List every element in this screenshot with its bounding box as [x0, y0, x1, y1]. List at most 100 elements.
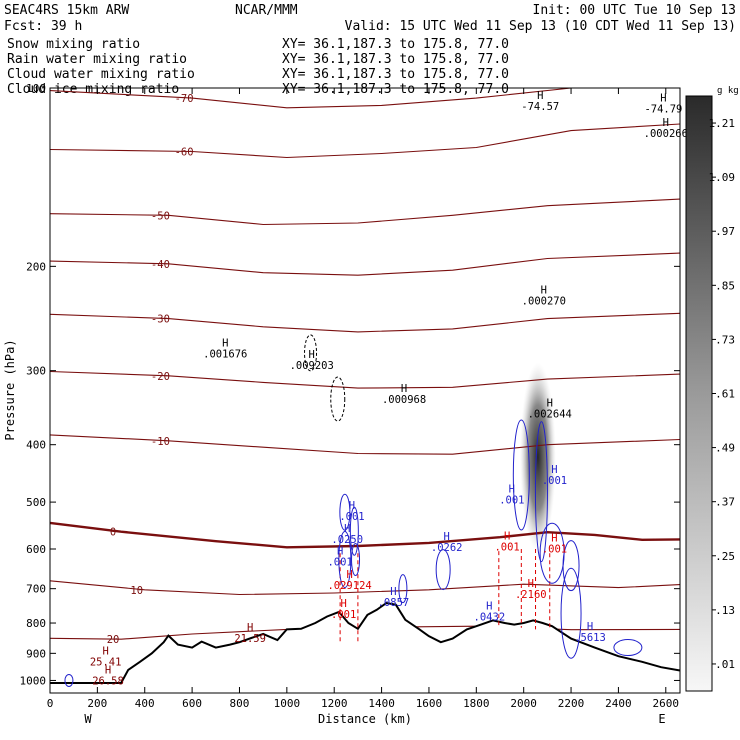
cloud-water-contour [64, 673, 74, 687]
cloud-water-contour [562, 540, 580, 592]
extremum-marker: H [341, 598, 347, 610]
isotherm--10 [49, 434, 681, 455]
extremum-marker: H [309, 349, 315, 361]
extremum-value: .2160 [515, 589, 547, 601]
cloud-water-contour [349, 506, 359, 556]
model-title: SEAC4RS 15km ARW [4, 3, 129, 18]
extremum-marker: H [541, 285, 547, 297]
colorbar-tick-label: .61 [715, 388, 735, 401]
x-tick-label: 600 [182, 697, 202, 710]
y-tick-label: 400 [26, 439, 46, 452]
cloud-water-contour [398, 574, 408, 604]
plot-frame [49, 87, 681, 694]
isotherm--20 [49, 370, 681, 389]
terrain-fill [50, 603, 680, 693]
x-tick-label: 400 [135, 697, 155, 710]
y-tick-label: 200 [26, 260, 46, 273]
extremum-marker: H [349, 500, 355, 512]
east-label: E [658, 712, 665, 726]
extremum-marker: H [444, 531, 450, 543]
cloud-ice-contour [304, 334, 318, 372]
extremum-value: .001 [327, 557, 352, 569]
x-tick-label: 1800 [463, 697, 490, 710]
extremum-marker: H [537, 90, 543, 102]
extremum-marker: H [587, 621, 593, 633]
terrain-outline [50, 601, 681, 684]
colorbar-ticks: .01 .13 .25 .37 .49 .61 .73 .85 .97 1.09 1.21 [709, 117, 736, 671]
extremum-value: .000968 [382, 394, 426, 406]
cloud-water-contour [339, 493, 351, 531]
y-tick-label: 1000 [20, 674, 47, 687]
extremum-value: .0857 [378, 597, 410, 609]
cloud-water-contour [534, 421, 548, 563]
colorbar-tick-label: .97 [715, 225, 735, 238]
isotherm-label: -40 [151, 259, 170, 271]
isotherm-label: 20 [107, 634, 120, 646]
extremum-marker: H [663, 117, 669, 129]
isotherm-10 [49, 580, 681, 596]
isotherm--40 [49, 252, 681, 276]
x-tick-label: 800 [230, 697, 250, 710]
y-tick-label: 100 [26, 82, 46, 95]
extremum-value: .5613 [574, 632, 606, 644]
field-xy-snow: XY= 36.1,187.3 to 175.8, 77.0 [282, 37, 509, 52]
extremum-value: 26.58 [92, 675, 124, 687]
x-tick-label: 1600 [416, 697, 443, 710]
extremum-marker: H [105, 664, 111, 676]
extremum-value: 25.41 [90, 657, 122, 669]
extremum-value: .001 [494, 542, 519, 554]
cloud-ice-contour [330, 376, 346, 422]
init-time: Init: 00 UTC Tue 10 Sep 13 [533, 3, 737, 18]
isotherm-label: -10 [151, 436, 170, 448]
extremum-marker: H [222, 337, 228, 349]
x-tick-label: 1000 [274, 697, 301, 710]
colorbar-tick-label: .37 [715, 496, 735, 509]
isotherm--60 [49, 123, 681, 159]
extremum-value: .0432 [474, 611, 506, 623]
extremum-value: -74.79 [644, 104, 682, 116]
isotherm--50 [49, 198, 681, 226]
x-tick-label: 1200 [321, 697, 348, 710]
west-label: W [84, 712, 92, 726]
isotherm-0 [49, 521, 681, 549]
extremum-value: .001 [339, 511, 364, 523]
extremum-value: 21.59 [234, 633, 266, 645]
isotherm-label: -20 [151, 371, 170, 383]
x-tick-label: 200 [87, 697, 107, 710]
colorbar-tick-label: .13 [715, 604, 735, 617]
extremum-marker: H [509, 484, 515, 496]
extremum-value: .002644 [528, 409, 572, 421]
extremum-value: .0250 [331, 534, 363, 546]
isotherm--30 [49, 312, 681, 333]
extremum-marker: H [344, 523, 350, 535]
y-axis-title: Pressure (hPa) [3, 339, 17, 440]
extremum-value: .0262 [431, 542, 463, 554]
extremum-marker: H [504, 531, 510, 543]
y-tick-label: 800 [26, 617, 46, 630]
colorbar-units: g kg⁻¹ [717, 86, 740, 96]
cloud-water-contour [435, 549, 451, 591]
extremum-marker: H [337, 546, 343, 558]
colorbar-tick-label: .49 [715, 442, 735, 455]
colorbar-tick-label: .73 [715, 333, 735, 346]
y-tick-label: 300 [26, 365, 46, 378]
x-axis: 0 200 400 600 800 1000 1200 1400 1600 1800 2000 220… [47, 88, 679, 710]
extremum-marker: H [102, 646, 108, 658]
isotherm-label: -70 [175, 93, 194, 105]
isotherm-label: 0 [110, 527, 116, 539]
extremum-marker: H [486, 600, 492, 612]
extremum-value: .001 [542, 475, 567, 487]
extremum-marker: H [551, 464, 557, 476]
isotherm-label: -30 [151, 314, 170, 326]
cloud-water-contour [560, 567, 582, 659]
field-name-cloud-water: Cloud water mixing ratio [7, 67, 195, 82]
x-tick-label: 1400 [368, 697, 395, 710]
cloud-water-contour [613, 639, 643, 657]
x-tick-label: 2400 [605, 697, 632, 710]
field-xy-cloud-water: XY= 36.1,187.3 to 175.8, 77.0 [282, 67, 509, 82]
x-tick-label: 2200 [558, 697, 585, 710]
extremum-value: .000266 [644, 128, 688, 140]
extremum-value: -74.57 [521, 101, 559, 113]
